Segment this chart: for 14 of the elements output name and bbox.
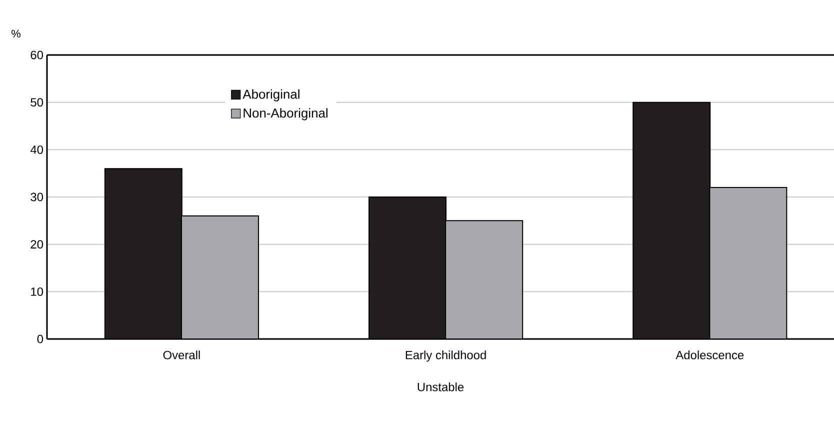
y-tick-label: 30 [30,192,44,202]
y-tick-label: 40 [30,145,44,154]
x-axis-title: Unstable [418,382,464,392]
y-tick-label: 60 [30,50,44,60]
y-tick-label: 0 [37,334,44,344]
x-tick-label: Overall [163,350,200,360]
y-tick-label: 10 [31,287,44,296]
legend-label: Aboriginal [242,89,300,102]
legend-label: Non-Aboriginal [244,108,328,120]
x-tick-label: Early childhood [406,350,486,362]
x-tick-label: Adolescence [676,350,744,360]
y-axis-title: % [12,30,20,38]
y-tick-label: 50 [30,98,44,107]
y-tick-label: 20 [30,240,44,249]
